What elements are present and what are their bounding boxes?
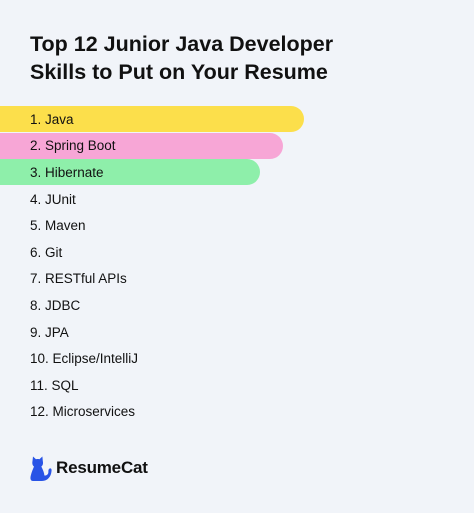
- skill-label: 9. JPA: [30, 324, 69, 340]
- list-item: 1. Java: [0, 106, 474, 133]
- list-item: 11. SQL: [0, 372, 474, 399]
- skill-label: 3. Hibernate: [30, 164, 104, 180]
- skill-label: 4. JUnit: [30, 191, 76, 207]
- skills-list: 1. Java 2. Spring Boot 3. Hibernate 4. J…: [0, 106, 474, 425]
- list-item: 10. Eclipse/IntelliJ: [0, 345, 474, 372]
- title-line-1: Top 12 Junior Java Developer: [30, 32, 334, 56]
- brand-name: ResumeCat: [56, 458, 148, 477]
- skill-label: 2. Spring Boot: [30, 138, 116, 154]
- skill-label: 11. SQL: [30, 377, 79, 393]
- list-item: 12. Microservices: [0, 399, 474, 426]
- skill-label: 6. Git: [30, 244, 63, 260]
- list-item: 7. RESTful APIs: [0, 266, 474, 293]
- list-item: 6. Git: [0, 239, 474, 266]
- skill-label: 7. RESTful APIs: [30, 271, 127, 287]
- skill-label: 5. Maven: [30, 218, 86, 234]
- list-item: 4. JUnit: [0, 186, 474, 213]
- list-item: 9. JPA: [0, 319, 474, 346]
- skill-label: 1. Java: [30, 111, 74, 127]
- skill-label: 8. JDBC: [30, 297, 81, 313]
- skill-bar: [0, 132, 283, 159]
- title-line-2: Skills to Put on Your Resume: [30, 60, 328, 84]
- brand-logo: ResumeCat: [28, 454, 148, 482]
- skill-label: 12. Microservices: [30, 404, 136, 420]
- list-item: 5. Maven: [0, 212, 474, 239]
- page-title: Top 12 Junior Java Developer Skills to P…: [30, 30, 450, 86]
- skill-label: 10. Eclipse/IntelliJ: [30, 351, 139, 367]
- cat-icon: [30, 456, 52, 481]
- list-item: 3. Hibernate: [0, 159, 474, 186]
- skill-bar: [0, 106, 304, 132]
- skill-bar: [0, 159, 260, 186]
- list-item: 8. JDBC: [0, 292, 474, 319]
- list-item: 2. Spring Boot: [0, 132, 474, 160]
